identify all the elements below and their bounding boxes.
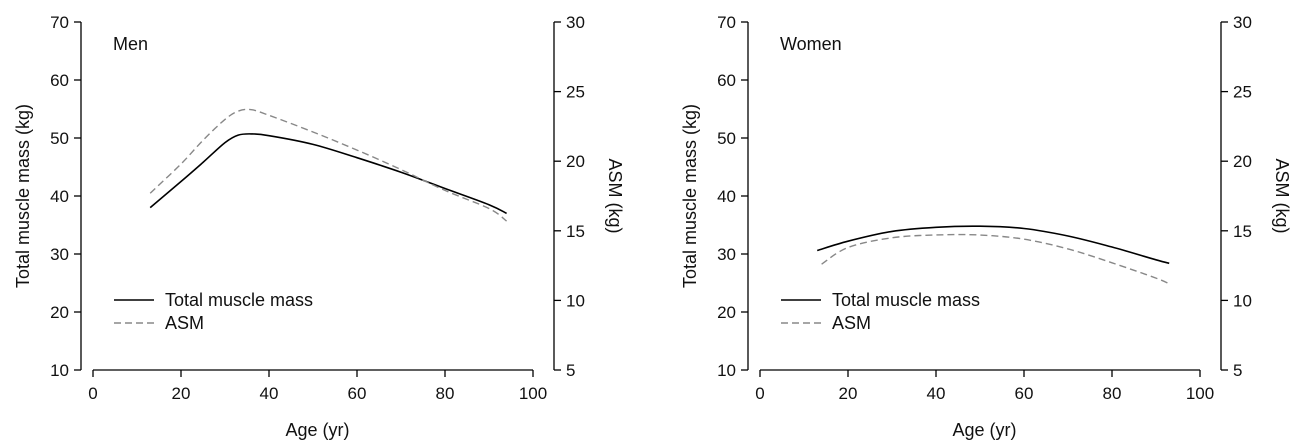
legend-label: ASM	[832, 313, 871, 333]
y-tick-label: 50	[50, 129, 69, 148]
y-tick-label: 10	[717, 361, 736, 380]
y-tick-label: 40	[50, 187, 69, 206]
y2-tick-label: 30	[566, 13, 585, 32]
x-tick-label: 40	[260, 384, 279, 403]
x-tick-label: 40	[927, 384, 946, 403]
y2-tick-label: 25	[566, 83, 585, 102]
y-tick-label: 40	[717, 187, 736, 206]
x-tick-label: 80	[1103, 384, 1122, 403]
chart-legend: Total muscle mass ASM	[114, 290, 313, 333]
y2-tick-label: 5	[566, 361, 575, 380]
chart-panel-men: 10 20 30 40 50 60 70 5 10 15 20 25 30 0 20 40 60 80 100 Age…	[13, 13, 625, 440]
legend-label: ASM	[165, 313, 204, 333]
y-tick-label: 60	[717, 71, 736, 90]
y2-tick-label: 20	[566, 152, 585, 171]
x-tick-label: 80	[436, 384, 455, 403]
y2-tick-label: 25	[1233, 83, 1252, 102]
y-tick-label: 70	[717, 13, 736, 32]
x-tick-label: 100	[519, 384, 547, 403]
series-line-total-muscle-mass	[149, 133, 507, 215]
y2-tick-label: 10	[1233, 291, 1252, 310]
y-axis-label: Total muscle mass (kg)	[13, 104, 33, 288]
panel-title: Women	[780, 34, 842, 54]
series-line-asm	[821, 233, 1170, 285]
y-tick-label: 70	[50, 13, 69, 32]
y-tick-label: 20	[50, 303, 69, 322]
y-tick-label: 20	[717, 303, 736, 322]
x-tick-label: 0	[755, 384, 764, 403]
y2-tick-label: 20	[1233, 152, 1252, 171]
x-tick-label: 20	[172, 384, 191, 403]
y2-tick-label: 15	[566, 222, 585, 241]
y-tick-label: 30	[717, 245, 736, 264]
y-tick-label: 30	[50, 245, 69, 264]
legend-label: Total muscle mass	[165, 290, 313, 310]
x-tick-label: 60	[348, 384, 367, 403]
chart-panel-women: 10 20 30 40 50 60 70 5 10 15 20 25 30 0 20 40 60 80 100 Age…	[680, 13, 1292, 440]
y-tick-label: 50	[717, 129, 736, 148]
y-tick-label: 10	[50, 361, 69, 380]
panel-title: Men	[113, 34, 148, 54]
x-tick-label: 60	[1015, 384, 1034, 403]
y2-tick-label: 10	[566, 291, 585, 310]
x-tick-label: 100	[1186, 384, 1214, 403]
x-axis-label: Age (yr)	[285, 420, 349, 440]
y-tick-label: 60	[50, 71, 69, 90]
series-line-total-muscle-mass	[816, 225, 1170, 265]
y2-tick-label: 15	[1233, 222, 1252, 241]
y-axis-label: Total muscle mass (kg)	[680, 104, 700, 288]
series-line-asm	[149, 108, 508, 222]
x-axis-label: Age (yr)	[952, 420, 1016, 440]
legend-label: Total muscle mass	[832, 290, 980, 310]
x-tick-label: 20	[839, 384, 858, 403]
y2-tick-label: 5	[1233, 361, 1242, 380]
chart-legend: Total muscle mass ASM	[781, 290, 980, 333]
y2-axis-label: ASM (kg)	[605, 158, 625, 233]
y2-tick-label: 30	[1233, 13, 1252, 32]
x-tick-label: 0	[88, 384, 97, 403]
y2-axis-label: ASM (kg)	[1272, 158, 1292, 233]
